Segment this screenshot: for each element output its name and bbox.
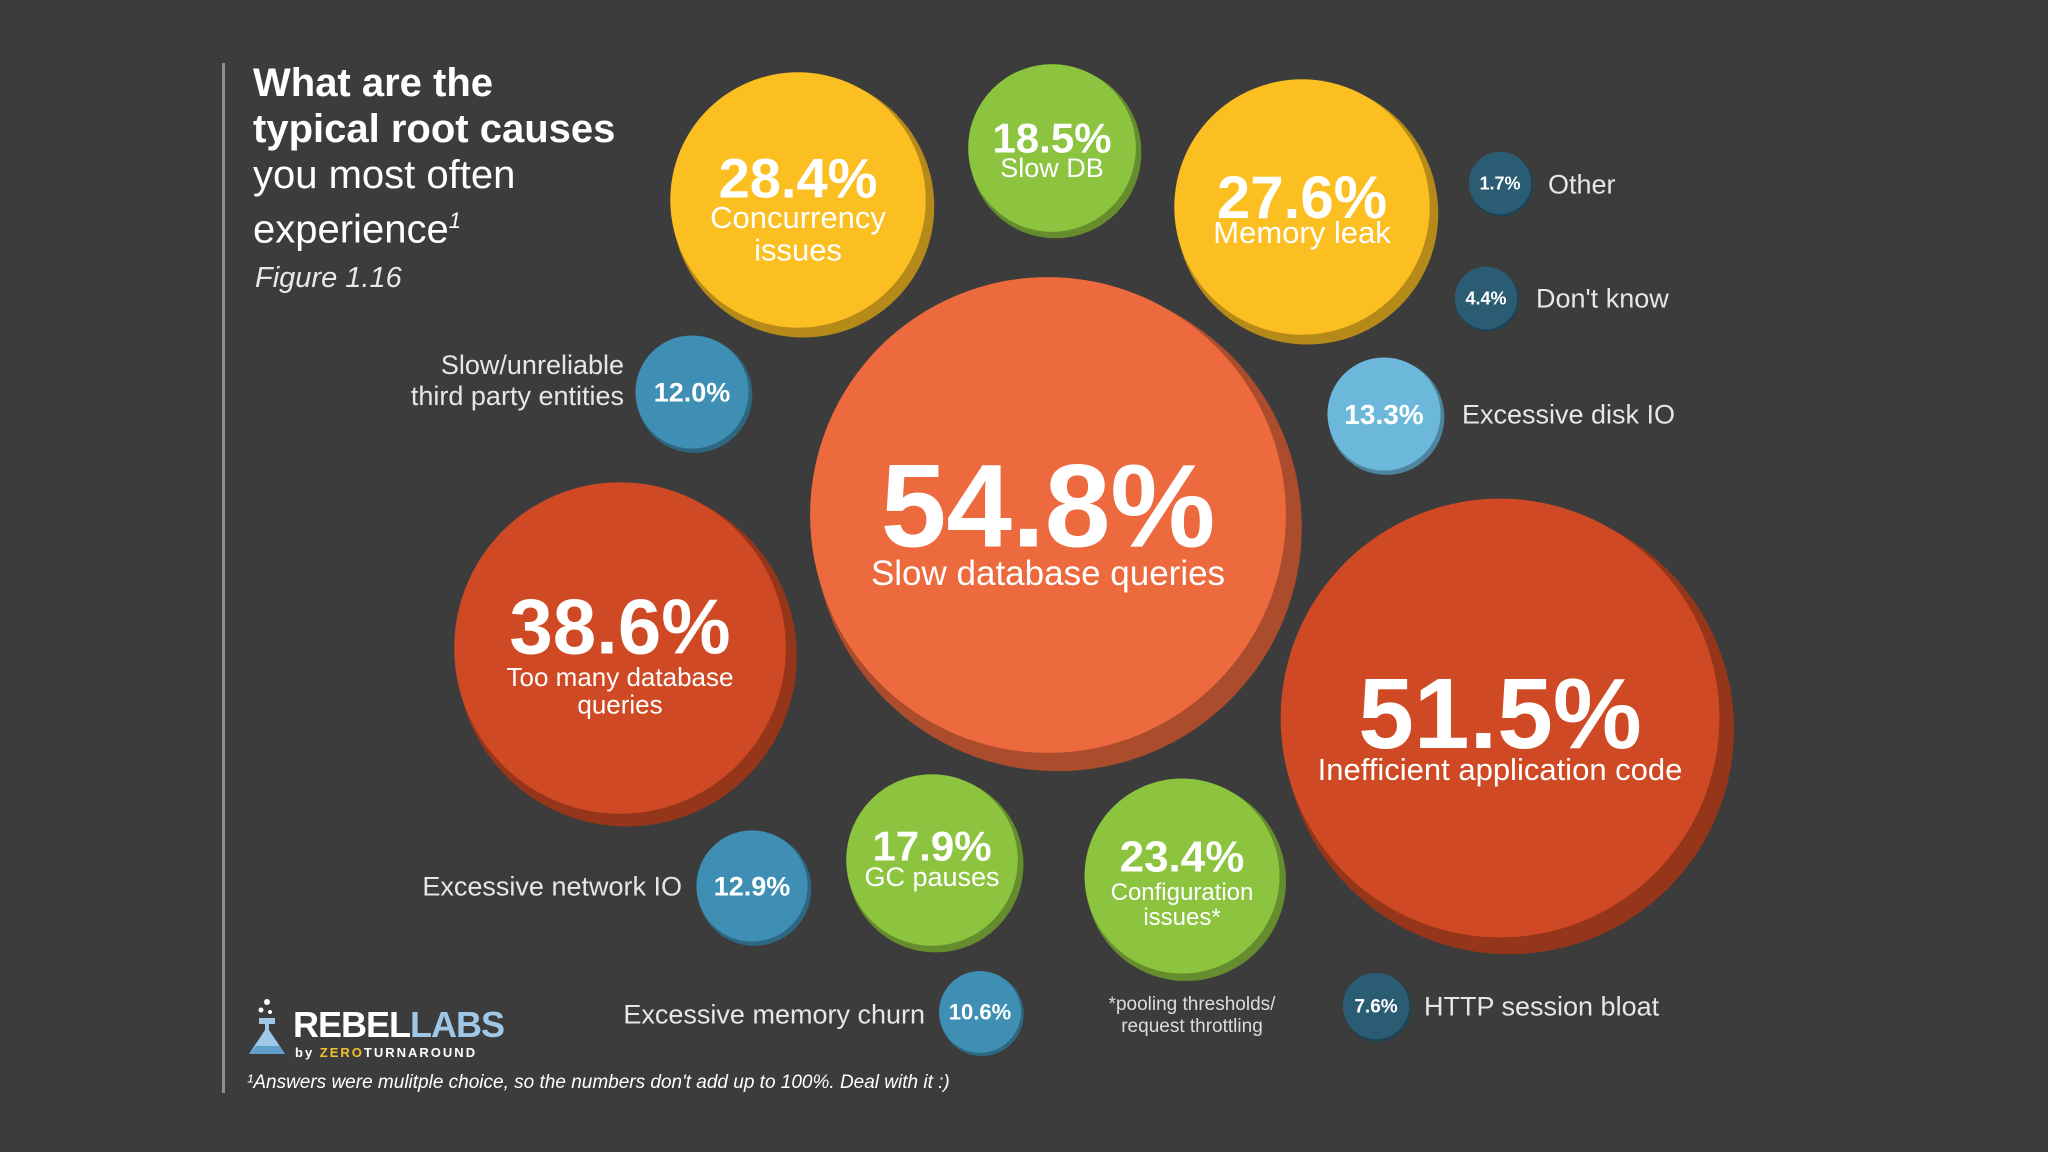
bubble-slow-database-queries: 54.8%Slow database queries bbox=[810, 277, 1302, 772]
bubble-configuration-issues: 23.4%Configuration issues* bbox=[1084, 778, 1286, 981]
bubble-slow-db: 18.5%Slow DB bbox=[968, 64, 1142, 239]
configuration-footnote: *pooling thresholds/request throttling bbox=[1109, 994, 1277, 1037]
side-label-excessive-disk-io: Excessive disk IO bbox=[1462, 399, 1675, 429]
bubble-value-too-many-database-queries: 38.6% bbox=[509, 582, 730, 670]
bubble-value-concurrency-issues: 28.4% bbox=[719, 147, 878, 210]
logo-rebel: REBEL bbox=[293, 1004, 411, 1045]
flask-icon bbox=[249, 999, 285, 1054]
bubble-value-gc-pauses: 17.9% bbox=[872, 823, 991, 870]
bubble-circle-memory-leak bbox=[1174, 79, 1430, 335]
bubble-value-http-session-bloat: 7.6% bbox=[1354, 997, 1397, 1018]
bubble-value-dont-know: 4.4% bbox=[1465, 288, 1506, 308]
bubble-memory-leak: 27.6%Memory leak bbox=[1174, 79, 1439, 345]
bubble-label-memory-leak: Memory leak bbox=[1213, 215, 1391, 250]
bubble-excessive-memory-churn: 10.6% Excessive memory churn bbox=[623, 971, 1024, 1057]
bubble-concurrency-issues: 28.4%Concurrency issues bbox=[670, 72, 935, 338]
bubble-circle-excessive-memory-churn bbox=[939, 971, 1021, 1053]
bubble-circle-slow-db bbox=[968, 64, 1136, 232]
bubble-value-slow-database-queries: 54.8% bbox=[881, 440, 1216, 572]
title-line-1: What are the bbox=[253, 61, 494, 105]
bubble-circle-other bbox=[1468, 151, 1532, 215]
bubble-value-slow-db: 18.5% bbox=[992, 115, 1111, 162]
bubble-slow-unreliable-third-party: 12.0% Slow/unreliable third party entities bbox=[411, 335, 753, 453]
bubble-label-slow-database-queries: Slow database queries bbox=[871, 554, 1225, 593]
chart-title: What are the typical root causes you mos… bbox=[253, 60, 615, 252]
bubble-value-inefficient-application-code: 51.5% bbox=[1358, 658, 1642, 770]
bubble-inefficient-application-code: 51.5%Inefficient application code bbox=[1280, 498, 1734, 955]
logo-by: by bbox=[295, 1045, 320, 1060]
bubble-value-excessive-network-io: 12.9% bbox=[714, 871, 791, 901]
title-line-4-text: experience bbox=[253, 207, 449, 252]
bubble-http-session-bloat: 7.6% HTTP session bloat bbox=[1342, 972, 1660, 1042]
bubble-circle-slow-database-queries bbox=[810, 277, 1286, 753]
bubble-dont-know: 4.4% Don't know bbox=[1454, 266, 1669, 332]
bubble-circle-slow-unreliable-third-party bbox=[635, 335, 749, 449]
bubble-circle-http-session-bloat bbox=[1342, 972, 1410, 1040]
footnote: ¹Answers were mulitple choice, so the nu… bbox=[247, 1072, 950, 1093]
bubble-value-excessive-disk-io: 13.3% bbox=[1344, 399, 1423, 430]
bubble-gc-pauses: 17.9%GC pauses bbox=[846, 774, 1024, 953]
bubble-circle-dont-know bbox=[1454, 266, 1518, 330]
bubble-excessive-disk-io: 13.3% Excessive disk IO bbox=[1327, 357, 1675, 475]
bubble-label-concurrency-issues: Concurrency issues bbox=[710, 200, 886, 268]
title-line-4: experience1 bbox=[253, 198, 615, 252]
bubble-too-many-database-queries: 38.6%Too many database queries bbox=[454, 482, 797, 827]
side-label-http-session-bloat: HTTP session bloat bbox=[1424, 991, 1660, 1021]
bubble-value-excessive-memory-churn: 10.6% bbox=[949, 1000, 1011, 1025]
side-label-excessive-memory-churn: Excessive memory churn bbox=[623, 999, 925, 1029]
bubble-circle-gc-pauses bbox=[846, 774, 1018, 946]
bubble-label-slow-db: Slow DB bbox=[1000, 153, 1104, 183]
title-line-2: typical root causes bbox=[253, 107, 616, 151]
bubble-label-gc-pauses: GC pauses bbox=[864, 862, 999, 892]
bubble-circle-configuration-issues bbox=[1084, 778, 1280, 974]
bubble-other: 1.7% Other bbox=[1468, 151, 1616, 217]
bubble-value-configuration-issues: 23.4% bbox=[1120, 832, 1245, 881]
rebellabs-logo: REBELLABS by ZEROTURNAROUND bbox=[245, 998, 505, 1060]
side-label-dont-know: Don't know bbox=[1536, 283, 1669, 313]
bubble-circle-inefficient-application-code bbox=[1280, 498, 1720, 938]
logo-zero: ZERO bbox=[319, 1045, 364, 1060]
logo-labs: LABS bbox=[410, 1004, 505, 1045]
bubble-value-slow-unreliable-third-party: 12.0% bbox=[654, 377, 731, 407]
bubble-circle-too-many-database-queries bbox=[454, 482, 786, 814]
title-footnote-marker: 1 bbox=[448, 208, 461, 233]
bubble-excessive-network-io: 12.9% Excessive network IO bbox=[422, 830, 812, 946]
bubble-circle-excessive-network-io bbox=[696, 830, 808, 942]
logo-subtitle: by ZEROTURNAROUND bbox=[295, 1045, 477, 1060]
logo-turnaround: TURNAROUND bbox=[363, 1045, 478, 1060]
side-label-slow-unreliable-third-party: Slow/unreliable third party entities bbox=[411, 350, 624, 411]
title-line-3: you most often bbox=[253, 153, 516, 197]
bubble-value-other: 1.7% bbox=[1479, 173, 1520, 193]
bubble-label-configuration-issues: Configuration issues* bbox=[1111, 879, 1254, 931]
logo-wordmark: REBELLABS bbox=[293, 1004, 505, 1046]
bubble-label-inefficient-application-code: Inefficient application code bbox=[1318, 752, 1683, 787]
figure-label: Figure 1.16 bbox=[255, 262, 402, 294]
left-divider-line bbox=[222, 63, 225, 1093]
side-label-excessive-network-io: Excessive network IO bbox=[422, 871, 682, 901]
bubble-label-too-many-database-queries: Too many database queries bbox=[507, 662, 734, 719]
bubble-circle-concurrency-issues bbox=[670, 72, 926, 328]
side-label-other: Other bbox=[1548, 169, 1616, 199]
bubble-circle-excessive-disk-io bbox=[1327, 357, 1441, 471]
bubble-value-memory-leak: 27.6% bbox=[1217, 164, 1387, 231]
